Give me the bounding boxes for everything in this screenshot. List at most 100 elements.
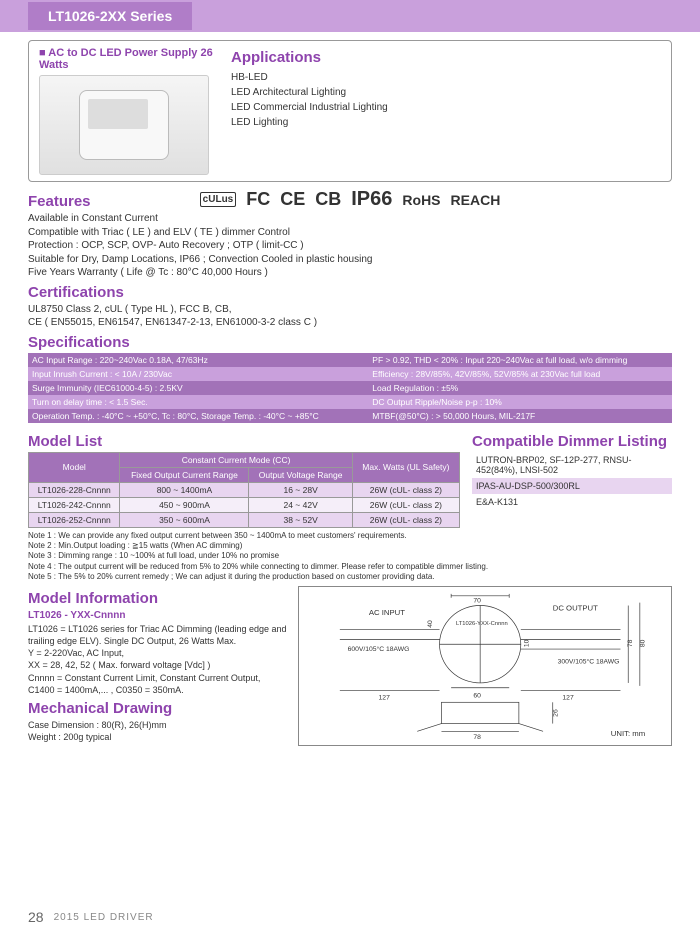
appbox-title: ■ AC to DC LED Power Supply 26 Watts [39, 47, 219, 71]
note-line: Note 4 : The output current will be redu… [28, 562, 672, 572]
rohs-icon: RoHS [402, 192, 440, 208]
ip66-icon: IP66 [351, 188, 392, 211]
feature-line: Available in Constant Current [28, 212, 672, 226]
series-title: LT1026-2XX Series [28, 2, 192, 30]
mechdraw-block: Case Dimension : 80(R), 26(H)mm Weight :… [28, 719, 288, 743]
dim-40: 40 [427, 620, 434, 628]
model-cell: 450 ~ 900mA [120, 497, 249, 512]
feature-line: Compatible with Triac ( LE ) and ELV ( T… [28, 226, 672, 240]
reach-icon: REACH [451, 192, 501, 208]
spec-cell: Surge Immunity (IEC61000-4-5) : 2.5KV [28, 381, 368, 395]
th-model: Model [29, 452, 120, 482]
ce-icon: CE [280, 189, 305, 210]
mechanical-drawing: AC INPUT DC OUTPUT 600V/105°C 18AWG 300V… [298, 586, 672, 746]
model-cell: 350 ~ 600mA [120, 512, 249, 527]
model-cell: 38 ~ 52V [249, 512, 352, 527]
note-line: Note 5 : The 5% to 20% current remedy ; … [28, 572, 672, 582]
modelinfo-line: LT1026 = LT1026 series for Triac AC Dimm… [28, 623, 288, 647]
modelinfo-line: XX = 28, 42, 52 ( Max. forward voltage [… [28, 659, 288, 671]
drawing-part: LT1026-YXX-Cnnnn [456, 621, 508, 627]
model-cell: 26W (cUL- class 2) [352, 497, 459, 512]
spec-cell: PF > 0.92, THD < 20% : Input 220~240Vac … [368, 353, 672, 367]
drawing-unit: UNIT: mm [611, 730, 645, 739]
dim-127r: 127 [562, 695, 574, 702]
note-line: Note 1 : We can provide any fixed output… [28, 531, 672, 541]
spec-cell: Turn on delay time : < 1.5 Sec. [28, 395, 368, 409]
th-max: Max. Watts (UL Safety) [352, 452, 459, 482]
model-cell: LT1026-252-Cnnnn [29, 512, 120, 527]
dim-60: 60 [473, 693, 481, 700]
app-item: LED Lighting [231, 115, 661, 130]
app-item: LED Architectural Lighting [231, 85, 661, 100]
features-heading: Features [28, 193, 672, 210]
note-line: Note 3 : Dimming range : 10 ~100% at ful… [28, 551, 672, 561]
dim-80: 80 [640, 640, 647, 648]
mechdraw-heading: Mechanical Drawing [28, 700, 288, 717]
dimmer-item: E&A-K131 [472, 494, 672, 510]
specifications-table: AC Input Range : 220~240Vac 0.18A, 47/63… [28, 353, 672, 423]
spec-cell: AC Input Range : 220~240Vac 0.18A, 47/63… [28, 353, 368, 367]
app-item: HB-LED [231, 70, 661, 85]
application-box: ■ AC to DC LED Power Supply 26 Watts App… [28, 40, 672, 182]
dim-127l: 127 [379, 695, 391, 702]
feature-line: Suitable for Dry, Damp Locations, IP66 ;… [28, 253, 672, 267]
model-cell: 26W (cUL- class 2) [352, 482, 459, 497]
spec-cell: Operation Temp. : -40°C ~ +50°C, Tc : 80… [28, 409, 368, 423]
dimmer-heading: Compatible Dimmer Listing [472, 433, 672, 450]
footer-text: 2015 LED DRIVER [54, 912, 154, 923]
features-list: Available in Constant Current Compatible… [28, 212, 672, 280]
cert-line: UL8750 Class 2, cUL ( Type HL ), FCC B, … [28, 303, 672, 317]
model-info-block: LT1026 - YXX-Cnnnn LT1026 = LT1026 serie… [28, 609, 288, 695]
drawing-wire1: 600V/105°C 18AWG [348, 645, 410, 653]
model-cell: 800 ~ 1400mA [120, 482, 249, 497]
product-image [39, 75, 209, 175]
mechdraw-line: Weight : 200g typical [28, 731, 288, 743]
certifications-list: UL8750 Class 2, cUL ( Type HL ), FCC B, … [28, 303, 672, 330]
model-cell: LT1026-228-Cnnnn [29, 482, 120, 497]
modelinfo-line: Y = 2-220Vac, AC Input, [28, 647, 288, 659]
model-cell: LT1026-242-Cnnnn [29, 497, 120, 512]
dim-78: 78 [627, 640, 634, 648]
part-number: LT1026 - YXX-Cnnnn [28, 609, 288, 623]
drawing-acin: AC INPUT [369, 609, 405, 618]
page-footer: 28 2015 LED DRIVER [28, 909, 154, 925]
specifications-heading: Specifications [28, 334, 672, 351]
dimmer-item: IPAS-AU-DSP-500/300RL [472, 478, 672, 494]
cb-icon: CB [315, 189, 341, 210]
spec-cell: MTBF(@50°C) : > 50,000 Hours, MIL-217F [368, 409, 672, 423]
note-line: Note 2 : Min.Output loading : ≧15 watts … [28, 541, 672, 551]
modellist-heading: Model List [28, 433, 460, 450]
dim-70: 70 [473, 598, 481, 605]
modelinfo-heading: Model Information [28, 590, 288, 607]
dimmer-item: LUTRON-BRP02, SF-12P-277, RNSU-452(84%),… [472, 452, 672, 478]
modelinfo-line: Cnnnn = Constant Current Limit, Constant… [28, 672, 288, 696]
fcc-icon: FC [246, 189, 270, 210]
model-cell: 24 ~ 42V [249, 497, 352, 512]
app-item: LED Commercial Industrial Lighting [231, 100, 661, 115]
model-cell: 16 ~ 28V [249, 482, 352, 497]
spec-cell: DC Output Ripple/Noise p-p : 10% [368, 395, 672, 409]
spec-cell: Load Regulation : ±5% [368, 381, 672, 395]
model-table: Model Constant Current Mode (CC) Max. Wa… [28, 452, 460, 528]
applications-list: HB-LED LED Architectural Lighting LED Co… [231, 70, 661, 130]
header-bar: LT1026-2XX Series [0, 0, 700, 32]
dim-10: 10 [524, 640, 531, 648]
certifications-heading: Certifications [28, 284, 672, 301]
cul-icon: cULus [200, 192, 237, 207]
th-volt: Output Voltage Range [249, 467, 352, 482]
mechdraw-line: Case Dimension : 80(R), 26(H)mm [28, 719, 288, 731]
th-fixed: Fixed Output Current Range [120, 467, 249, 482]
drawing-wire2: 300V/105°C 18AWG [558, 658, 620, 666]
spec-cell: Efficiency : 28V/85%, 42V/85%, 52V/85% a… [368, 367, 672, 381]
dim-78b: 78 [473, 735, 481, 742]
page-number: 28 [28, 909, 44, 925]
dim-26: 26 [553, 709, 560, 717]
spec-cell: Input Inrush Current : < 10A / 230Vac [28, 367, 368, 381]
feature-line: Protection : OCP, SCP, OVP- Auto Recover… [28, 239, 672, 253]
cert-line: CE ( EN55015, EN61547, EN61347-2-13, EN6… [28, 316, 672, 330]
applications-heading: Applications [231, 49, 661, 66]
th-cc: Constant Current Mode (CC) [120, 452, 352, 467]
model-cell: 26W (cUL- class 2) [352, 512, 459, 527]
notes-block: Note 1 : We can provide any fixed output… [28, 531, 672, 583]
feature-line: Five Years Warranty ( Life @ Tc : 80°C 4… [28, 266, 672, 280]
